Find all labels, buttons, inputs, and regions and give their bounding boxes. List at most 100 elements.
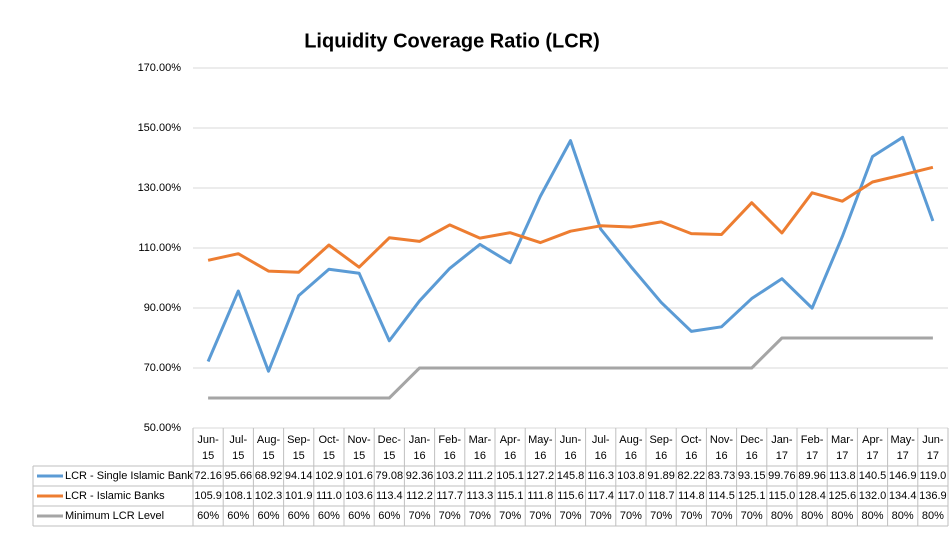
table-value: 101.6 bbox=[345, 470, 373, 482]
table-value: 128.4 bbox=[798, 490, 826, 502]
table-value: 70% bbox=[620, 510, 642, 522]
x-tick-label: Mar-16 bbox=[469, 434, 492, 462]
table-value: 80% bbox=[922, 510, 944, 522]
table-value: 115.1 bbox=[497, 490, 524, 502]
table-value: 117.7 bbox=[436, 490, 463, 502]
table-value: 125.6 bbox=[829, 490, 857, 502]
x-tick-label: May-17 bbox=[890, 434, 915, 462]
table-value: 113.4 bbox=[376, 490, 403, 502]
series-line bbox=[206, 135, 935, 373]
x-tick-label: Apr-16 bbox=[500, 434, 521, 462]
table-value: 102.9 bbox=[315, 470, 343, 482]
x-tick-label: Jun-16 bbox=[560, 434, 582, 462]
y-tick-label: 110.00% bbox=[138, 242, 181, 254]
table-value: 70% bbox=[650, 510, 672, 522]
table-value: 89.96 bbox=[798, 470, 826, 482]
table-value: 111.0 bbox=[316, 490, 342, 502]
x-tick-label: Nov-16 bbox=[710, 434, 734, 462]
y-tick-label: 50.00% bbox=[144, 422, 182, 434]
table-value: 93.15 bbox=[738, 470, 766, 482]
table-value: 82.22 bbox=[678, 470, 706, 482]
table-value: 113.3 bbox=[467, 490, 494, 502]
x-tick-label: Dec-15 bbox=[378, 434, 402, 462]
x-tick-label: Jan-16 bbox=[409, 434, 431, 462]
table-value: 80% bbox=[892, 510, 914, 522]
x-tick-label: Nov-15 bbox=[347, 434, 371, 462]
table-value: 111.2 bbox=[467, 470, 493, 482]
table-value: 60% bbox=[197, 510, 219, 522]
x-tick-label: Aug-15 bbox=[257, 434, 281, 462]
table-value: 91.89 bbox=[647, 470, 675, 482]
x-tick-label: Jul-16 bbox=[592, 434, 610, 462]
x-tick-label: Oct-15 bbox=[319, 434, 340, 462]
x-tick-label: May-16 bbox=[528, 434, 553, 462]
x-tick-label: Apr-17 bbox=[862, 434, 883, 462]
table-value: 70% bbox=[559, 510, 581, 522]
y-tick-label: 170.00% bbox=[138, 62, 182, 74]
table-value: 60% bbox=[378, 510, 400, 522]
x-tick-label: Oct-16 bbox=[681, 434, 702, 462]
table-value: 80% bbox=[861, 510, 883, 522]
y-tick-label: 130.00% bbox=[138, 182, 182, 194]
chart-title: Liquidity Coverage Ratio (LCR) bbox=[304, 30, 600, 52]
table-value: 80% bbox=[771, 510, 793, 522]
table-value: 80% bbox=[831, 510, 853, 522]
legend-label: LCR - Islamic Banks bbox=[65, 490, 165, 502]
x-tick-label: Jul-15 bbox=[229, 434, 247, 462]
y-tick-label: 70.00% bbox=[144, 362, 182, 374]
table-value: 60% bbox=[318, 510, 340, 522]
table-value: 115.0 bbox=[769, 490, 796, 502]
table-value: 60% bbox=[348, 510, 370, 522]
table-value: 70% bbox=[408, 510, 430, 522]
x-tick-label: Jan-17 bbox=[771, 434, 793, 462]
table-value: 136.9 bbox=[919, 490, 947, 502]
table-value: 132.0 bbox=[859, 490, 887, 502]
x-tick-label: Feb-17 bbox=[801, 434, 824, 462]
table-value: 103.2 bbox=[436, 470, 464, 482]
table-value: 134.4 bbox=[889, 490, 917, 502]
table-value: 140.5 bbox=[859, 470, 887, 482]
series-line bbox=[208, 336, 933, 400]
x-tick-label: Feb-16 bbox=[438, 434, 461, 462]
table-value: 70% bbox=[710, 510, 732, 522]
table-value: 108.1 bbox=[225, 490, 253, 502]
table-value: 146.9 bbox=[889, 470, 917, 482]
table-value: 105.1 bbox=[496, 470, 524, 482]
x-tick-label: Jun-15 bbox=[197, 434, 219, 462]
table-value: 95.66 bbox=[225, 470, 253, 482]
table-value: 70% bbox=[741, 510, 763, 522]
table-value: 103.8 bbox=[617, 470, 645, 482]
legend-label: LCR - Single Islamic Bank bbox=[65, 470, 193, 482]
x-tick-label: Sep-15 bbox=[287, 434, 311, 462]
table-value: 83.73 bbox=[708, 470, 736, 482]
table-value: 94.14 bbox=[285, 470, 313, 482]
table-value: 115.6 bbox=[557, 490, 584, 502]
x-tick-label: Jun-17 bbox=[922, 434, 944, 462]
table-value: 118.7 bbox=[648, 490, 675, 502]
x-tick-label: Dec-16 bbox=[740, 434, 764, 462]
table-value: 70% bbox=[499, 510, 521, 522]
table-value: 105.9 bbox=[194, 490, 222, 502]
table-value: 117.0 bbox=[618, 490, 645, 502]
table-value: 92.36 bbox=[406, 470, 434, 482]
x-tick-label: Mar-17 bbox=[831, 434, 854, 462]
table-value: 99.76 bbox=[768, 470, 796, 482]
table-value: 125.1 bbox=[738, 490, 766, 502]
y-tick-label: 150.00% bbox=[138, 122, 182, 134]
y-tick-label: 90.00% bbox=[144, 302, 182, 314]
series-line bbox=[207, 165, 934, 274]
table-value: 72.16 bbox=[194, 470, 222, 482]
table-value: 103.6 bbox=[345, 490, 373, 502]
table-value: 116.3 bbox=[587, 470, 614, 482]
table-value: 117.4 bbox=[587, 490, 614, 502]
x-tick-label: Sep-16 bbox=[649, 434, 673, 462]
legend-label: Minimum LCR Level bbox=[65, 510, 164, 522]
table-value: 60% bbox=[288, 510, 310, 522]
table-value: 119.0 bbox=[920, 470, 947, 482]
table-value: 114.5 bbox=[708, 490, 735, 502]
table-value: 70% bbox=[439, 510, 461, 522]
table-value: 68.92 bbox=[255, 470, 283, 482]
table-value: 70% bbox=[590, 510, 612, 522]
